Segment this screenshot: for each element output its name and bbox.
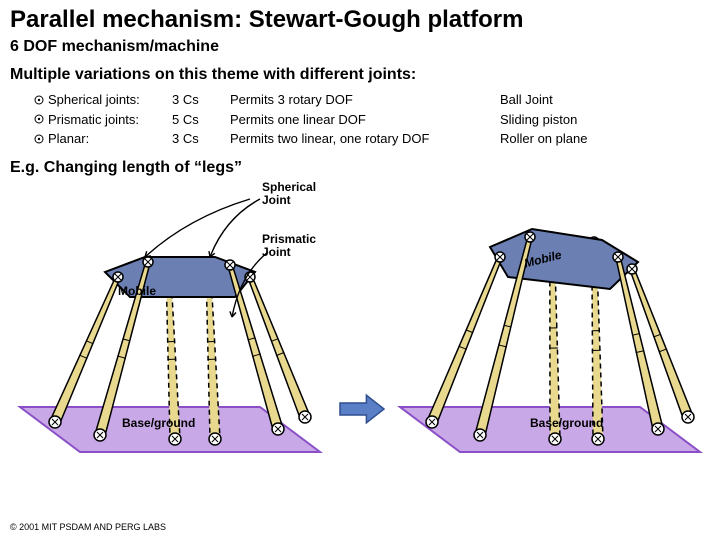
bullet-icon	[34, 114, 48, 124]
stewart-gough-diagram	[0, 177, 720, 477]
joint-row: Planar: 3 Cs Permits two linear, one rot…	[34, 129, 710, 149]
joint-cs: 5 Cs	[172, 110, 230, 130]
label-base-right: Base/ground	[530, 417, 603, 430]
joint-cs: 3 Cs	[172, 129, 230, 149]
joint-example: Sliding piston	[500, 110, 710, 130]
copyright-footer: © 2001 MIT PSDAM AND PERG LABS	[10, 522, 166, 532]
label-mobile-left: Mobile	[118, 285, 156, 298]
label-base-left: Base/ground	[122, 417, 195, 430]
bullet-icon	[34, 95, 48, 105]
joint-name: Planar:	[48, 129, 172, 149]
joint-row: Prismatic joints: 5 Cs Permits one linea…	[34, 110, 710, 130]
joint-name: Spherical joints:	[48, 90, 172, 110]
joint-example: Roller on plane	[500, 129, 710, 149]
joint-cs: 3 Cs	[172, 90, 230, 110]
joint-desc: Permits one linear DOF	[230, 110, 500, 130]
diagram-area: SphericalJoint PrismaticJoint Mobile Mob…	[0, 177, 720, 477]
joint-desc: Permits two linear, one rotary DOF	[230, 129, 500, 149]
joint-name: Prismatic joints:	[48, 110, 172, 130]
subtitle-variations: Multiple variations on this theme with d…	[0, 58, 720, 88]
page-title: Parallel mechanism: Stewart-Gough platfo…	[0, 0, 720, 36]
joint-desc: Permits 3 rotary DOF	[230, 90, 500, 110]
label-spherical-joint: SphericalJoint	[262, 181, 316, 207]
subtitle-dof: 6 DOF mechanism/machine	[0, 36, 720, 58]
joint-example: Ball Joint	[500, 90, 710, 110]
joint-row: Spherical joints: 3 Cs Permits 3 rotary …	[34, 90, 710, 110]
bullet-icon	[34, 134, 48, 144]
eg-line: E.g. Changing length of “legs”	[0, 155, 720, 177]
joint-table: Spherical joints: 3 Cs Permits 3 rotary …	[0, 88, 720, 155]
label-prismatic-joint: PrismaticJoint	[262, 233, 316, 259]
